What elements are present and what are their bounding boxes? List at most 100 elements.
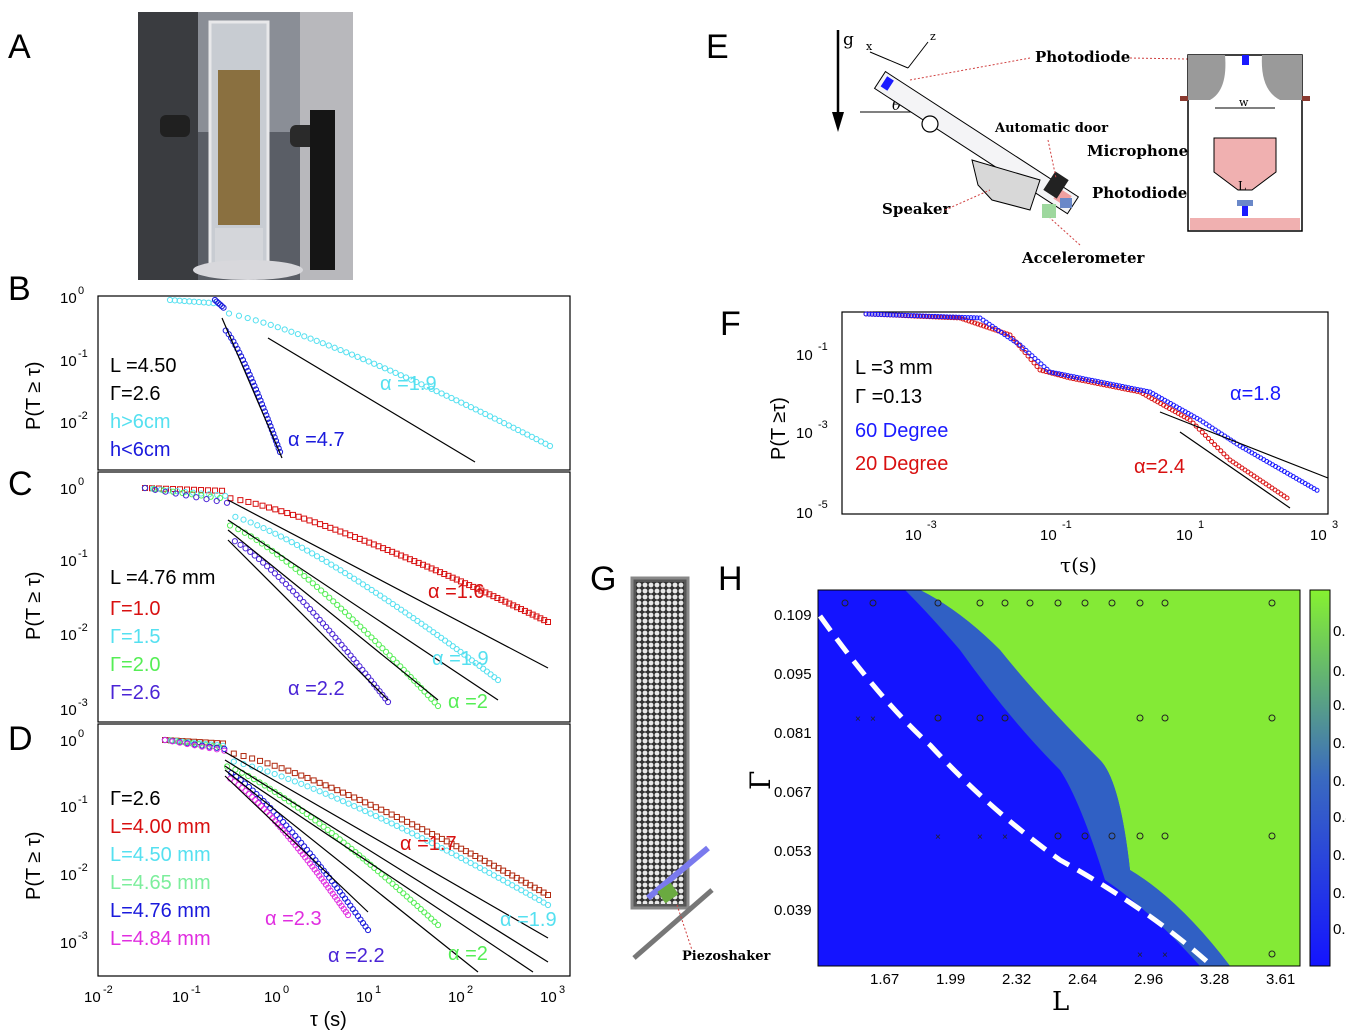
svg-text:0.9: 0.9 — [1333, 623, 1346, 640]
chart-f-point-60-degree — [1083, 376, 1089, 382]
chart-d-point-L-4-84 — [191, 742, 198, 749]
chart-f-point-60-degree — [911, 313, 917, 319]
chart-d-point-L-4-65 — [356, 852, 363, 859]
chart-f-point-60-degree — [1095, 379, 1101, 385]
chart-f-ylabel: P(T ≥τ) — [768, 397, 790, 460]
chart-d-point-L-4-50 — [509, 882, 516, 889]
chart-d-point-L-4-50 — [230, 758, 237, 765]
chart-f-point-60-degree — [899, 312, 905, 318]
inset-L-label: L — [1238, 179, 1246, 193]
chart-f-point-60-degree — [974, 315, 980, 321]
chart-c-point-gamma-1-5 — [304, 547, 311, 554]
heatmap-marker-circle — [1054, 832, 1062, 840]
microphone-icon — [1060, 198, 1072, 208]
svg-text:-1: -1 — [818, 341, 828, 353]
chart-d-point-L-4-84 — [198, 743, 206, 750]
chart-d-point-L-4-00 — [372, 804, 379, 811]
heatmap-marker-circle — [934, 714, 942, 722]
chart-c-point-gamma-1-0 — [482, 589, 489, 596]
chart-f-point-60-degree — [905, 312, 911, 318]
chart-b-point-h-gt-6cm — [225, 310, 233, 317]
svg-text:0.6: 0.6 — [1333, 735, 1346, 752]
chart-c-ytick: 10 — [60, 627, 77, 644]
heatmap-marker-circle — [1161, 714, 1169, 722]
svg-text:0.109: 0.109 — [774, 607, 812, 624]
chart-d-point-L-4-00 — [310, 777, 317, 784]
svg-text:-1: -1 — [1062, 519, 1072, 531]
chart-d-ytick-exp: -2 — [78, 862, 88, 874]
chart-f-point-20-degree — [1221, 451, 1227, 457]
chart-c-point-gamma-2-6 — [193, 494, 200, 501]
chart-f-point-60-degree — [962, 314, 968, 320]
chart-d-point-L-4-76 — [263, 801, 271, 808]
chart-f-point-20-degree — [972, 320, 978, 326]
chart-d-point-L-4-50 — [462, 857, 469, 864]
chart-c-point-gamma-1-5 — [328, 561, 335, 568]
chart-c-point-gamma-1-5 — [430, 629, 437, 636]
heatmap-marker-circle — [934, 599, 942, 607]
chart-d-point-L-4-65 — [378, 871, 385, 878]
heatmap-frame — [817, 589, 1301, 967]
chart-d-alpha-1: α =1.7 — [400, 833, 457, 855]
chart-b-ytick: 10 — [60, 415, 77, 432]
chart-b-point-h-gt-6cm — [402, 374, 410, 381]
svg-text:2.32: 2.32 — [1002, 971, 1031, 988]
chart-d-point-L-4-84 — [242, 787, 249, 794]
chart-d-xtick-exp: 3 — [559, 984, 565, 996]
chart-d-point-L-4-84 — [344, 911, 352, 919]
chart-d-point-L-4-65 — [266, 785, 273, 792]
label-speaker: Speaker — [882, 200, 952, 218]
chart-c-point-gamma-2-6 — [162, 488, 169, 495]
chart-b-point-h-lt-6cm — [251, 382, 258, 389]
chart-d-point-L-4-65 — [421, 909, 428, 916]
chart-f-point-60-degree — [968, 315, 974, 321]
chart-c-point-gamma-1-0 — [506, 600, 513, 607]
chart-d-point-L-4-00 — [240, 753, 247, 760]
chart-b-L: L =4.50 — [110, 355, 177, 377]
chart-c-point-gamma-1-5 — [372, 589, 380, 596]
chart-c-point-gamma-1-0 — [525, 609, 532, 616]
chart-d-point-L-4-50 — [467, 859, 474, 867]
chart-d-point-L-4-84 — [248, 793, 256, 800]
chart-f-point-60-degree — [890, 312, 896, 318]
heatmap-marker-circle — [976, 714, 984, 722]
chart-c-point-gamma-1-0 — [498, 596, 505, 603]
chart-f-point-60-degree — [872, 311, 878, 317]
chart-h-xlabel: L — [1052, 987, 1069, 1017]
chart-c-point-gamma-2-0 — [411, 677, 418, 684]
chart-d-point-L-4-84 — [169, 738, 176, 745]
chart-c-point-gamma-2-6 — [223, 499, 231, 506]
chart-b-point-h-gt-6cm — [408, 376, 415, 383]
chart-d-point-L-4-50 — [409, 830, 416, 837]
heatmap-marker-cross: × — [855, 714, 861, 725]
axis-x-label: x — [866, 40, 873, 53]
chart-b-gamma: Γ=2.6 — [110, 383, 161, 405]
chart-f-point-60-degree — [1071, 374, 1077, 380]
chart-d-point-L-4-00 — [316, 779, 323, 786]
chart-d-point-L-4-50 — [271, 770, 278, 778]
chart-c-point-gamma-2-6 — [247, 548, 254, 556]
chart-f-legend-2: 20 Degree — [855, 453, 948, 475]
chart-f-point-20-degree — [1209, 439, 1215, 445]
chart-c-point-gamma-1-0 — [259, 502, 266, 509]
chart-c-point-gamma-1-5 — [393, 603, 401, 610]
chart-d-point-L-4-50 — [310, 785, 317, 792]
chart-d-point-L-4-50 — [495, 874, 502, 881]
chart-f-point-20-degree — [1215, 445, 1221, 451]
chart-c-point-gamma-1-0 — [289, 511, 296, 518]
chart-d-point-L-4-50 — [285, 775, 292, 783]
heatmap-marker-circle — [1108, 599, 1116, 607]
heatmap-marker-circle — [1268, 832, 1276, 840]
chart-f-point-60-degree — [878, 312, 884, 318]
chart-f-point-20-degree — [1202, 432, 1208, 438]
chart-c-point-gamma-1-0 — [337, 528, 344, 535]
chart-c-point-gamma-1-5 — [342, 569, 349, 577]
axis-x-line — [869, 51, 909, 69]
chart-d-point-L-4-50 — [356, 805, 363, 812]
chart-b-point-h-gt-6cm — [260, 319, 267, 326]
chart-d-point-L-4-00 — [322, 782, 329, 789]
chart-f-point-60-degree — [1123, 384, 1129, 390]
chart-b-point-h-gt-6cm — [337, 346, 344, 354]
grain-pattern — [636, 582, 684, 904]
chart-b-point-h-lt-6cm — [246, 371, 253, 378]
